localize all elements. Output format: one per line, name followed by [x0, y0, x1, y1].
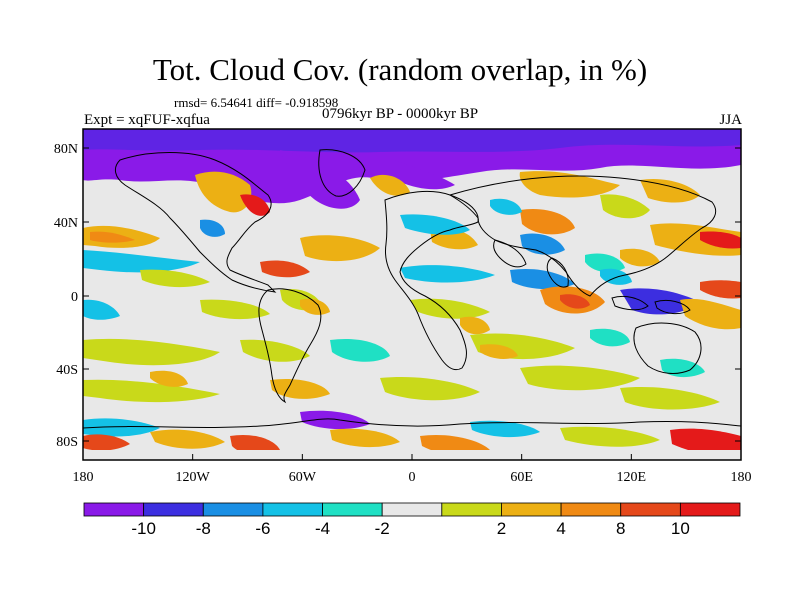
colorbar-swatch: [322, 502, 383, 517]
lat-label: 80S: [56, 435, 78, 450]
colorbar-label: -2: [375, 519, 390, 538]
period-label: 0796kyr BP - 0000kyr BP: [322, 106, 479, 122]
colorbar-swatch: [262, 502, 323, 517]
colorbar-swatch: [381, 502, 443, 517]
longitude-axis: 180 120W 60W 0 60E 120E 180: [73, 454, 752, 485]
lon-label: 120W: [176, 470, 211, 485]
lat-label: 40S: [56, 363, 78, 378]
coastlines: [83, 149, 741, 429]
lon-label: 0: [409, 470, 416, 485]
field-layer: [83, 129, 741, 460]
colorbar-swatch: [679, 502, 741, 517]
lat-label: 0: [71, 290, 78, 305]
lon-label: 60E: [510, 470, 533, 485]
colorbar-label: -4: [315, 519, 330, 538]
colorbar-label: 4: [556, 519, 565, 538]
colorbar-label: 8: [616, 519, 625, 538]
colorbar-swatch: [560, 502, 622, 517]
colorbar-label: -10: [131, 519, 156, 538]
colorbar-swatch: [143, 502, 204, 517]
colorbar-label: -6: [255, 519, 270, 538]
lon-label: 60W: [289, 470, 317, 485]
lat-label: 40N: [54, 216, 78, 231]
map-title: Tot. Cloud Cov. (random overlap, in %): [152, 52, 648, 87]
lon-label: 180: [731, 470, 752, 485]
stats-line: rmsd= 6.54641 diff= -0.918598: [174, 95, 339, 110]
colorbar-label: -8: [196, 519, 211, 538]
colorbar-swatch: [501, 502, 562, 517]
colorbar-swatch: [202, 502, 264, 517]
latitude-axis: 80N 40N 0 40S 80S: [54, 142, 741, 450]
colorbar-swatch: [441, 502, 502, 517]
lon-label: 180: [73, 470, 94, 485]
colorbar-label: 2: [497, 519, 506, 538]
colorbar-swatch: [83, 502, 145, 517]
season-label: JJA: [719, 112, 742, 128]
colorbar-label: 10: [671, 519, 690, 538]
lat-label: 80N: [54, 142, 78, 157]
colorbar: -10 -8 -6 -4 -2 2 4 8 10: [83, 502, 741, 538]
experiment-label: Expt = xqFUF-xqfua: [84, 112, 210, 128]
lon-label: 120E: [617, 470, 647, 485]
colorbar-swatch: [620, 502, 681, 517]
